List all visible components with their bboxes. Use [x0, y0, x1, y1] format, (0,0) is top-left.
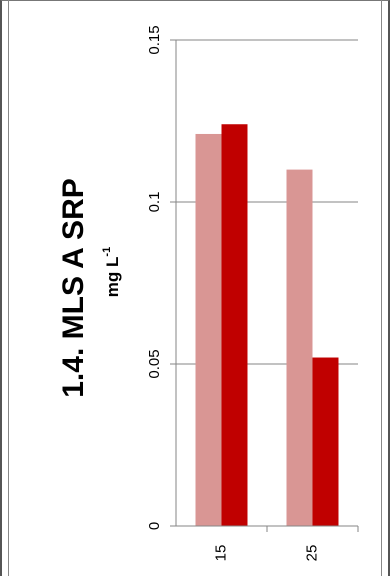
chart-unit: mg L-1 — [101, 247, 122, 297]
value-tick-label: 0.05 — [146, 349, 163, 378]
tick-labels: 0 0.05 0.1 0.15 15 25 — [146, 25, 321, 561]
bar-15-series-1 — [195, 133, 222, 526]
axes — [170, 39, 359, 532]
bar-25-series-1 — [286, 169, 313, 526]
bars — [195, 124, 339, 527]
value-tick-label: 0.1 — [146, 192, 163, 213]
bar-15-series-2 — [221, 124, 248, 527]
category-tick-label: 25 — [303, 545, 320, 562]
chart-titles: 1.4. MLS A SRP mg L-1 — [57, 178, 122, 398]
chart-inner-frame — [8, 0, 382, 576]
unit-superscript: -1 — [101, 247, 113, 257]
value-tick-label: 0 — [146, 522, 163, 530]
category-tick-label: 15 — [212, 545, 229, 562]
unit-label: mg L — [103, 257, 122, 298]
chart-title: 1.4. MLS A SRP — [57, 178, 90, 398]
value-tick-label: 0.15 — [146, 25, 163, 54]
bar-25-series-2 — [312, 357, 339, 526]
